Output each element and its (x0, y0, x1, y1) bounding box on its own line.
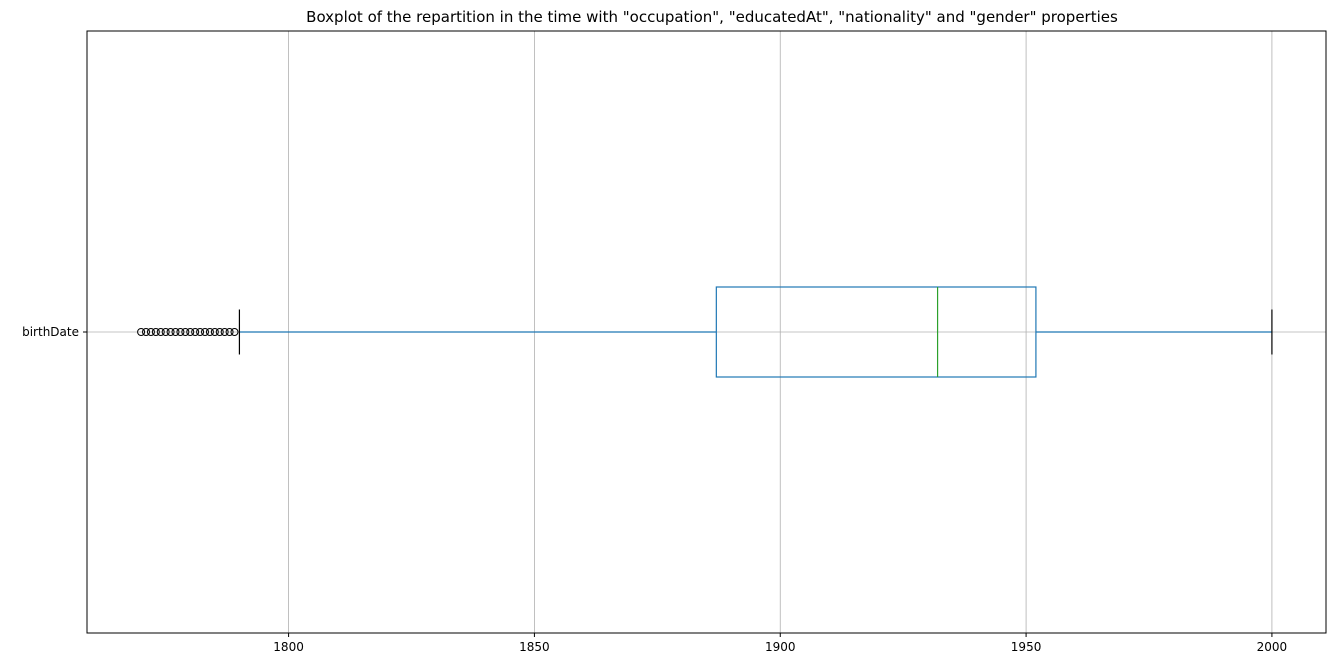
outlier-point (137, 328, 146, 336)
plot-area (137, 286, 1273, 378)
outlier-point (230, 328, 239, 336)
outlier-point (225, 328, 234, 336)
x-tick-label: 2000 (1257, 640, 1288, 654)
outlier-point (142, 328, 150, 336)
outlier-point (201, 328, 209, 336)
x-tick-label: 1800 (273, 640, 304, 654)
outlier-point (196, 328, 205, 336)
outlier-point (210, 328, 219, 336)
chart-title: Boxplot of the repartition in the time w… (306, 8, 1118, 26)
outlier-point (161, 328, 170, 336)
outlier-point (181, 328, 190, 336)
outlier-point (166, 328, 175, 336)
x-tick-label: 1850 (519, 640, 550, 654)
x-tick-label: 1900 (765, 640, 796, 654)
outlier-point (205, 328, 214, 336)
outlier-point (171, 328, 180, 336)
outlier-point (215, 328, 224, 336)
outlier-point (146, 328, 155, 336)
outlier-point (186, 328, 195, 336)
iqr-box (715, 286, 1037, 378)
x-axis: 1800 1850 1900 1950 2000 (273, 633, 1287, 654)
outlier-point (156, 328, 165, 336)
y-axis: birthDate (22, 325, 87, 339)
outlier-point (191, 328, 200, 336)
y-tick-label: birthDate (22, 325, 79, 339)
outlier-point (176, 328, 185, 336)
outlier-point (151, 328, 160, 336)
x-tick-label: 1950 (1011, 640, 1042, 654)
outlier-point (220, 328, 229, 336)
